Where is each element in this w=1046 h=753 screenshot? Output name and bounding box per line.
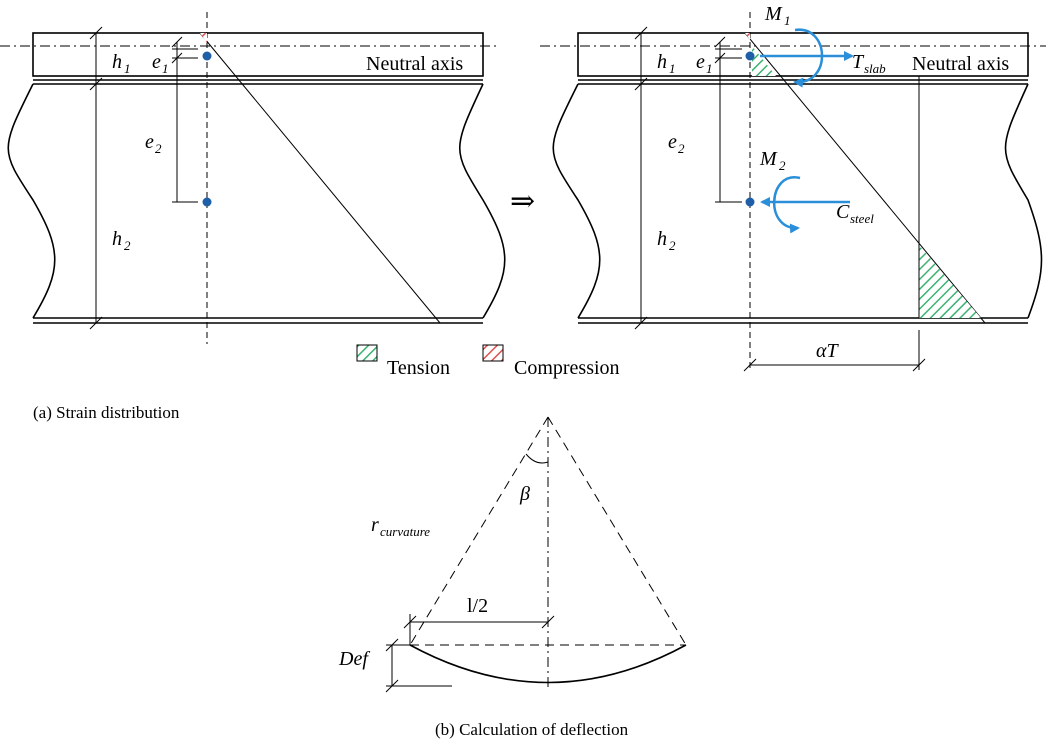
- label-t-slab: T: [852, 51, 865, 73]
- label-h2-sub-right: 2: [669, 238, 676, 253]
- label-h1-right: h: [657, 51, 667, 73]
- break-line-left: [7, 83, 56, 319]
- label-r: r: [371, 514, 379, 536]
- label-e2-sub-right: 2: [678, 141, 685, 156]
- legend-tension-label: Tension: [387, 357, 450, 379]
- centroid-steel-left: [202, 197, 212, 207]
- label-t-slab-sub: slab: [864, 61, 886, 76]
- label-h2-right: h: [657, 228, 667, 250]
- transition-arrow-icon: ⇒: [510, 185, 535, 218]
- deflection-diagram: [385, 416, 687, 693]
- angle-beta-arc: [525, 453, 549, 464]
- centroid-slab-right: [745, 51, 755, 61]
- moment-m1-arrow: [793, 28, 824, 88]
- slab-left: [32, 32, 484, 77]
- label-alpha-t: αT: [816, 340, 839, 362]
- label-e1-sub-right: 1: [706, 61, 713, 76]
- neutral-axis-label-left: Neutral axis: [366, 53, 463, 75]
- label-e2-right: e: [668, 131, 677, 153]
- tension-area-steel: [919, 245, 981, 318]
- label-e2-left: e: [145, 131, 154, 153]
- label-e2-sub-left: 2: [155, 141, 162, 156]
- compression-area-right: [745, 33, 750, 40]
- centroid-steel-right: [745, 197, 755, 207]
- beam-right: [540, 12, 1046, 372]
- beam-left: [0, 12, 506, 344]
- moment-m2-arrow: [773, 176, 801, 234]
- legend: Tension Compression: [356, 344, 620, 379]
- label-e1-left: e: [152, 51, 161, 73]
- label-m1: M: [764, 3, 783, 25]
- label-m1-sub: 1: [784, 13, 791, 28]
- strain-line-left: [199, 32, 441, 324]
- label-h1-left: h: [112, 51, 122, 73]
- label-m2: M: [759, 148, 778, 170]
- label-h2-left: h: [112, 228, 122, 250]
- radius-line-right: [547, 416, 687, 646]
- break-line-right: [458, 83, 506, 319]
- label-m2-sub: 2: [779, 158, 786, 173]
- legend-compression-label: Compression: [514, 357, 620, 379]
- centroid-slab-left: [202, 51, 212, 61]
- legend-tension-swatch: [356, 344, 378, 362]
- label-h2-sub-left: 2: [124, 238, 131, 253]
- label-h1-sub-right: 1: [669, 61, 676, 76]
- label-e1-sub-left: 1: [162, 61, 169, 76]
- label-r-sub: curvature: [380, 524, 430, 539]
- label-c-steel: C: [836, 201, 850, 223]
- compression-area-left: [200, 33, 207, 43]
- caption-b: (b) Calculation of deflection: [435, 720, 629, 739]
- label-c-steel-sub: steel: [850, 211, 874, 226]
- label-h1-sub-left: 1: [124, 61, 131, 76]
- deflected-arc: [409, 644, 687, 684]
- slab-right: [577, 32, 1029, 77]
- label-def: Def: [338, 648, 370, 670]
- label-e1-right: e: [696, 51, 705, 73]
- caption-a: (a) Strain distribution: [33, 403, 180, 422]
- label-l-half: l/2: [467, 595, 488, 617]
- tension-area-slab: [752, 46, 776, 76]
- neutral-axis-label-right: Neutral axis: [912, 53, 1009, 75]
- label-beta: β: [519, 483, 530, 505]
- strain-line-right: [744, 32, 986, 324]
- legend-compression-swatch: [482, 344, 504, 362]
